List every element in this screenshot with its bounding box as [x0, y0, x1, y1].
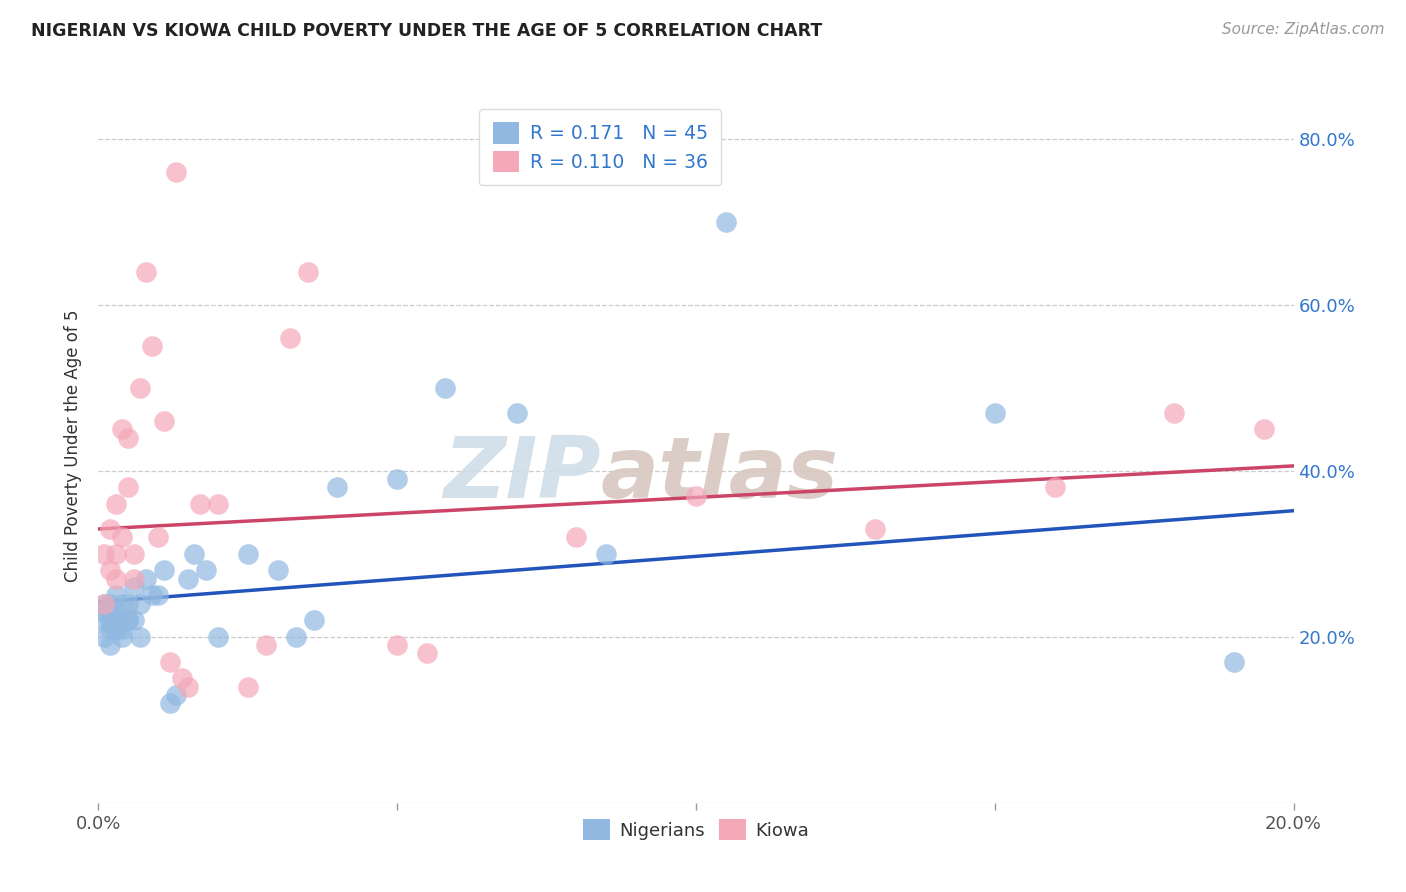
- Point: [117, 481, 139, 495]
- Point: [98, 638, 122, 652]
- Point: [93, 597, 115, 611]
- Point: [188, 497, 211, 511]
- Point: [416, 647, 439, 661]
- Point: [1163, 406, 1185, 420]
- Point: [984, 406, 1007, 420]
- Point: [98, 622, 122, 636]
- Point: [195, 564, 218, 578]
- Point: [111, 597, 134, 611]
- Point: [93, 630, 115, 644]
- Text: ZIP: ZIP: [443, 433, 600, 516]
- Point: [124, 572, 146, 586]
- Point: [165, 165, 187, 179]
- Point: [236, 680, 259, 694]
- Point: [159, 655, 181, 669]
- Point: [111, 622, 134, 636]
- Point: [124, 547, 146, 561]
- Point: [105, 605, 128, 619]
- Point: [326, 481, 349, 495]
- Point: [93, 547, 115, 561]
- Point: [177, 680, 200, 694]
- Point: [714, 215, 737, 229]
- Point: [93, 605, 115, 619]
- Point: [595, 547, 617, 561]
- Point: [117, 613, 139, 627]
- Point: [685, 489, 707, 503]
- Point: [385, 472, 409, 486]
- Point: [124, 580, 146, 594]
- Point: [98, 597, 122, 611]
- Point: [135, 572, 157, 586]
- Point: [153, 414, 176, 428]
- Text: atlas: atlas: [600, 433, 838, 516]
- Text: NIGERIAN VS KIOWA CHILD POVERTY UNDER THE AGE OF 5 CORRELATION CHART: NIGERIAN VS KIOWA CHILD POVERTY UNDER TH…: [31, 22, 823, 40]
- Point: [98, 605, 122, 619]
- Point: [302, 613, 325, 627]
- Point: [434, 381, 457, 395]
- Point: [236, 547, 259, 561]
- Point: [111, 422, 134, 436]
- Point: [165, 688, 187, 702]
- Point: [105, 572, 128, 586]
- Point: [159, 696, 181, 710]
- Point: [124, 613, 146, 627]
- Point: [105, 588, 128, 602]
- Point: [254, 638, 277, 652]
- Point: [98, 613, 122, 627]
- Point: [278, 331, 301, 345]
- Point: [148, 588, 170, 602]
- Point: [117, 613, 139, 627]
- Point: [129, 630, 152, 644]
- Point: [385, 638, 409, 652]
- Point: [105, 622, 128, 636]
- Point: [267, 564, 290, 578]
- Point: [565, 530, 588, 544]
- Point: [117, 597, 139, 611]
- Point: [93, 597, 115, 611]
- Point: [148, 530, 170, 544]
- Legend: Nigerians, Kiowa: Nigerians, Kiowa: [575, 812, 817, 847]
- Point: [506, 406, 529, 420]
- Text: Source: ZipAtlas.com: Source: ZipAtlas.com: [1222, 22, 1385, 37]
- Point: [98, 522, 122, 536]
- Point: [135, 265, 157, 279]
- Point: [153, 564, 176, 578]
- Point: [117, 431, 139, 445]
- Point: [105, 613, 128, 627]
- Point: [129, 381, 152, 395]
- Point: [1223, 655, 1246, 669]
- Y-axis label: Child Poverty Under the Age of 5: Child Poverty Under the Age of 5: [65, 310, 83, 582]
- Point: [1043, 481, 1066, 495]
- Point: [111, 630, 134, 644]
- Point: [865, 522, 887, 536]
- Point: [183, 547, 205, 561]
- Point: [93, 613, 115, 627]
- Point: [172, 671, 194, 685]
- Point: [105, 497, 128, 511]
- Point: [1253, 422, 1275, 436]
- Point: [129, 597, 152, 611]
- Point: [111, 530, 134, 544]
- Point: [284, 630, 307, 644]
- Point: [297, 265, 319, 279]
- Point: [207, 630, 229, 644]
- Point: [141, 339, 163, 353]
- Point: [207, 497, 229, 511]
- Point: [177, 572, 200, 586]
- Point: [98, 564, 122, 578]
- Point: [105, 547, 128, 561]
- Point: [141, 588, 163, 602]
